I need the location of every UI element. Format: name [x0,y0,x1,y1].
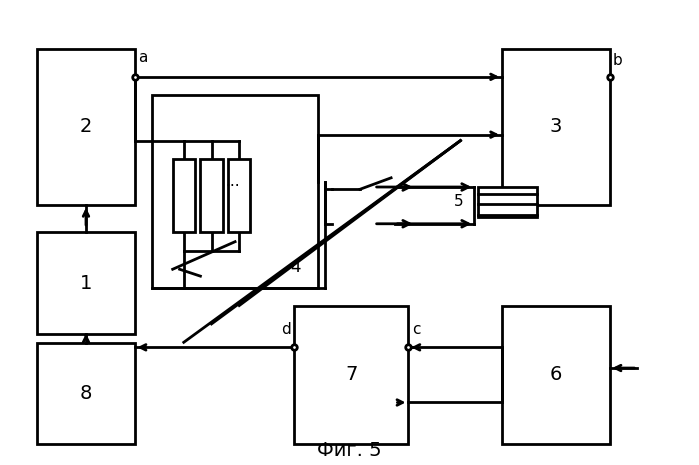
Text: 8: 8 [80,384,92,403]
Bar [502,306,610,444]
Text: d: d [281,322,291,337]
Bar [173,159,195,232]
Bar [38,49,134,205]
Text: Фиг. 5: Фиг. 5 [317,441,382,460]
Bar [38,232,134,333]
Text: 6: 6 [549,365,562,385]
Text: c: c [412,322,420,337]
Bar [201,159,222,232]
Text: 3: 3 [549,117,562,136]
Bar [228,159,250,232]
Text: a: a [138,50,147,66]
Bar [38,343,134,444]
Text: b: b [613,53,623,67]
Text: 1: 1 [80,273,92,292]
Text: 4: 4 [291,258,301,276]
Text: 5: 5 [454,194,464,209]
Text: 2: 2 [80,117,92,136]
Text: 7: 7 [345,365,357,385]
Bar [478,187,537,217]
Bar [502,49,610,205]
Bar [294,306,408,444]
Bar [152,95,318,288]
Text: ...: ... [225,174,240,189]
